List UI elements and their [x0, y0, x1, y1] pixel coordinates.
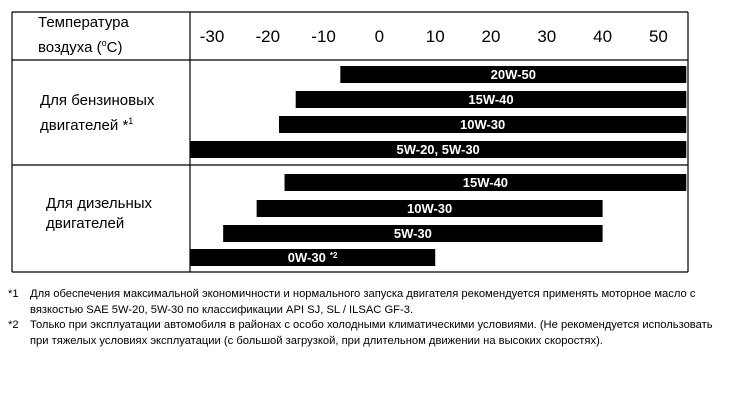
footnote-1: *1 Для обеспечения максимальной экономич…: [8, 287, 728, 318]
x-tick-label: 30: [537, 27, 556, 46]
viscosity-bar: 15W-40: [295, 91, 687, 108]
header-label-line2: воздуха (oC): [38, 38, 123, 56]
x-tick-label: 20: [482, 27, 501, 46]
bar-rect: [190, 249, 436, 266]
viscosity-bar: 10W-30: [278, 116, 687, 133]
bar-label: 10W-30: [407, 201, 452, 216]
bar-label: 0W-30 *2: [288, 250, 338, 265]
header-label: Температура воздуха (oC): [38, 13, 129, 58]
bar-rect: [223, 225, 603, 242]
x-tick-label: 0: [375, 27, 384, 46]
x-tick-label: -30: [200, 27, 225, 46]
x-tick-label: -10: [311, 27, 336, 46]
viscosity-bar: 10W-30: [256, 200, 603, 217]
bar-rect: [295, 91, 687, 108]
viscosity-bar: 5W-30: [223, 225, 603, 242]
bar-label: 10W-30: [460, 117, 505, 132]
viscosity-bar: 0W-30 *2: [190, 249, 436, 266]
footnote-2: *2 Только при эксплуатации автомобиля в …: [8, 318, 728, 349]
x-axis-ticks: -30 -20 -10 0 10 20 30 40 50: [200, 27, 668, 46]
footnotes: *1 Для обеспечения максимальной экономич…: [8, 287, 728, 349]
group-label-petrol-line1: Для бензиновых: [40, 92, 155, 109]
oil-viscosity-chart: -30 -20 -10 0 10 20 30 40 50 20W-50 15W-40 10W-30 5…: [11, 11, 689, 273]
bar-rect: [340, 66, 687, 83]
bar-label: 15W-40: [463, 175, 508, 190]
footnote-1-mark: *1: [8, 288, 19, 300]
group-label-petrol: Для бензиновых двигателей *1: [40, 91, 154, 136]
header-label-line1: Температура: [38, 14, 129, 31]
viscosity-bar: 20W-50: [340, 66, 687, 83]
bar-label: 5W-20, 5W-30: [397, 142, 480, 157]
x-tick-label: -20: [256, 27, 281, 46]
footnote-2-mark: *2: [8, 319, 19, 331]
group-label-diesel-line2: двигателей: [46, 215, 125, 232]
group-label-petrol-line2: двигателей *1: [40, 116, 134, 134]
bar-rect: [284, 174, 687, 191]
bar-footnote-ref: *2: [330, 251, 338, 260]
x-tick-label: 40: [593, 27, 612, 46]
bar-label: 5W-30: [394, 226, 432, 241]
bar-label: 20W-50: [491, 67, 536, 82]
bar-label: 15W-40: [468, 92, 513, 107]
footnote-2-text: Только при эксплуатации автомобиля в рай…: [30, 319, 713, 347]
viscosity-bar: 15W-40: [284, 174, 687, 191]
viscosity-bars: 20W-50 15W-40 10W-30 5W-20, 5W-30 15W-40 10W-…: [190, 66, 687, 266]
bar-rect: [256, 200, 603, 217]
bar-rect: [190, 141, 687, 158]
group-label-diesel: Для дизельных двигателей: [46, 194, 152, 234]
x-tick-label: 10: [426, 27, 445, 46]
group-label-diesel-line1: Для дизельных: [46, 195, 153, 212]
viscosity-bar: 5W-20, 5W-30: [190, 141, 687, 158]
x-tick-label: 50: [649, 27, 668, 46]
bar-rect: [278, 116, 687, 133]
footnote-1-text: Для обеспечения максимальной экономичнос…: [30, 288, 696, 316]
